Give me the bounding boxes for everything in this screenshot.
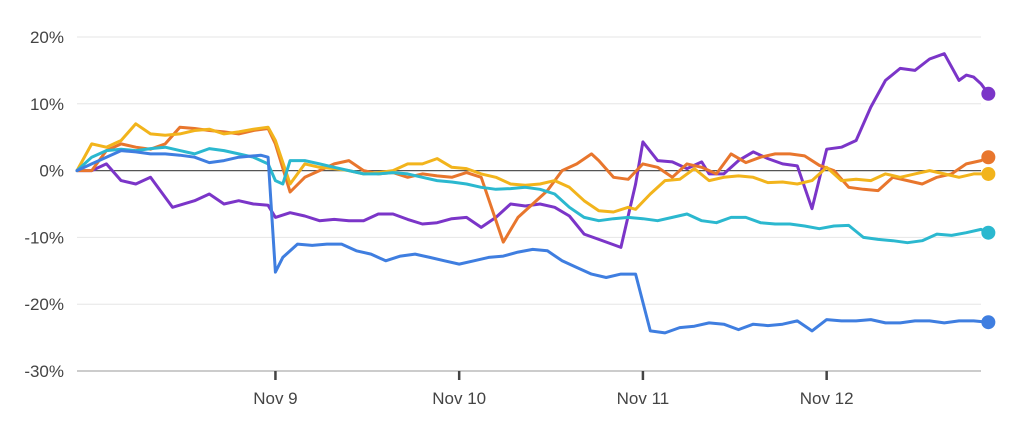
series-end-marker-4 [981, 225, 996, 240]
y-tick-label: 0% [39, 162, 64, 181]
x-axis [77, 370, 981, 380]
y-tick-label: -10% [24, 228, 64, 247]
series-line-5 [75, 149, 990, 335]
x-tick-label: Nov 12 [800, 389, 854, 408]
series-end-marker-1 [981, 86, 996, 101]
y-tick-label: 20% [30, 28, 64, 47]
x-tick-label: Nov 11 [617, 389, 670, 408]
series-end-markers [981, 86, 996, 330]
series-end-marker-2 [981, 150, 996, 165]
series-line-3 [75, 122, 990, 214]
series-lines [75, 52, 990, 335]
y-tick-label: -20% [24, 295, 64, 314]
y-tick-label: 10% [30, 95, 64, 114]
x-tick-label: Nov 10 [432, 389, 486, 408]
series-end-marker-5 [981, 315, 996, 330]
y-tick-label: -30% [24, 362, 64, 381]
y-axis-labels: 20% 10% 0% -10% -20% -30% [24, 28, 64, 381]
series-end-marker-3 [981, 166, 996, 181]
series-line-4 [75, 145, 990, 245]
series-line-1 [75, 52, 990, 249]
x-tick-label: Nov 9 [253, 389, 297, 408]
x-axis-labels: Nov 9 Nov 10 Nov 11 Nov 12 [253, 389, 853, 408]
